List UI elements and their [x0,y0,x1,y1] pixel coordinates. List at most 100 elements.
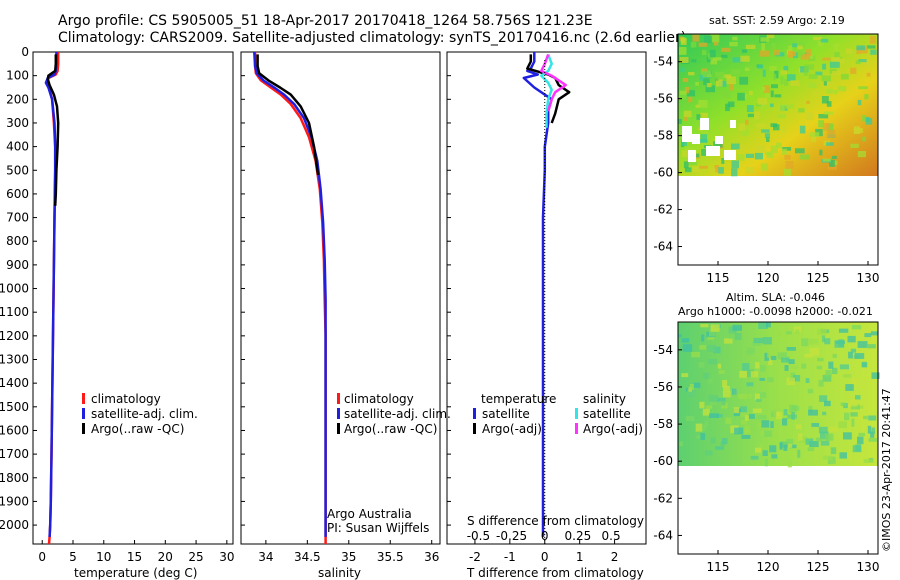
x-tick-label: 125 [807,560,830,574]
texture-cell [763,430,773,437]
texture-cell [748,394,752,399]
texture-cell [746,105,754,112]
texture-cell [792,34,798,43]
texture-cell [702,408,710,416]
difference-plot-frame [446,51,647,545]
x-tick-label: 130 [857,271,880,285]
texture-cell [698,362,705,368]
texture-cell [770,145,778,154]
legend-label-satellite: satellite-adj. clim. [91,407,198,421]
texture-cell [820,38,829,43]
y-tick-label: -56 [653,380,673,394]
texture-cell [808,406,813,413]
texture-cell [716,79,723,87]
ice-patch [715,136,723,144]
texture-cell [757,64,764,69]
t-difference-label: T difference from climatology [466,566,644,580]
texture-cell [822,411,827,416]
x-tick-label: 25 [188,550,203,564]
y-tick-label: 1500 [0,400,29,414]
texture-cell [866,72,871,77]
texture-cell [756,103,762,107]
texture-cell [757,97,768,105]
texture-cell [721,54,728,58]
y-tick-label: 300 [6,116,29,130]
texture-cell [679,405,683,411]
x-tick-label: 34.5 [294,550,321,564]
texture-cell [678,334,682,338]
texture-cell [790,80,800,86]
texture-cell [871,427,876,434]
texture-cell [699,345,707,350]
temperature-panel: 0100200300400500600700800900100011001200… [0,45,234,580]
top-tick-label: 0.25 [565,529,592,543]
texture-cell [773,49,780,56]
sla-field [678,322,878,466]
texture-cell [766,384,771,389]
y-tick-label: 700 [6,211,29,225]
s-difference-tick-labels: -0.5 -0.25 0 0.25 0.5 [467,60,621,544]
ice-patch [730,120,736,128]
texture-cell [771,43,776,50]
y-tick-label: 1000 [0,282,29,296]
texture-cell [701,148,710,156]
texture-cell [800,53,811,60]
texture-cell [777,114,786,119]
x-tick-label: 0 [38,550,46,564]
texture-cell [741,129,749,136]
texture-cell [741,435,751,439]
texture-cell [739,76,749,85]
texture-cell [745,44,756,49]
texture-cell [680,67,685,72]
texture-cell [714,165,720,173]
texture-cell [721,402,728,409]
texture-cell [715,71,725,80]
x-tick-label: -2 [469,550,481,564]
texture-cell [710,324,720,332]
texture-cell [726,76,736,85]
texture-cell [808,338,819,345]
texture-cell [826,88,833,94]
texture-cell [775,412,783,420]
x-tick-label: 125 [807,271,830,285]
texture-cell [702,424,707,431]
texture-cell [840,402,847,406]
argo-australia-note: Argo Australia [327,507,412,521]
x-tick-label: 2 [611,550,619,564]
texture-cell [847,335,856,343]
texture-cell [822,455,833,460]
texture-cell [821,96,829,104]
texture-cell [762,450,768,456]
legend-swatch-satellite [337,408,340,419]
top-tick-label: -0.25 [496,529,527,543]
texture-cell [769,66,777,72]
texture-cell [744,415,749,421]
texture-cell [758,392,767,399]
texture-cell [760,37,770,42]
texture-cell [831,57,840,63]
texture-cell [690,41,697,48]
texture-cell [703,372,710,380]
texture-cell [699,165,709,169]
texture-cell [866,45,876,49]
texture-cell [838,328,849,333]
ice-patch [688,150,696,162]
x-tick-label: 115 [707,271,730,285]
texture-cell [683,116,688,122]
texture-cell [813,91,819,96]
texture-cell [852,445,862,453]
texture-cell [824,400,831,407]
ice-patch [682,126,692,142]
texture-cell [706,83,712,88]
y-tick-label: -60 [653,166,673,180]
texture-cell [737,92,745,101]
texture-cell [779,442,783,450]
texture-cell [713,141,723,148]
texture-cell [870,331,878,336]
texture-cell [699,407,706,411]
texture-cell [732,57,743,63]
texture-cell [861,361,867,367]
texture-cell [788,359,795,364]
y-tick-label: 200 [6,92,29,106]
texture-cell [761,420,770,428]
